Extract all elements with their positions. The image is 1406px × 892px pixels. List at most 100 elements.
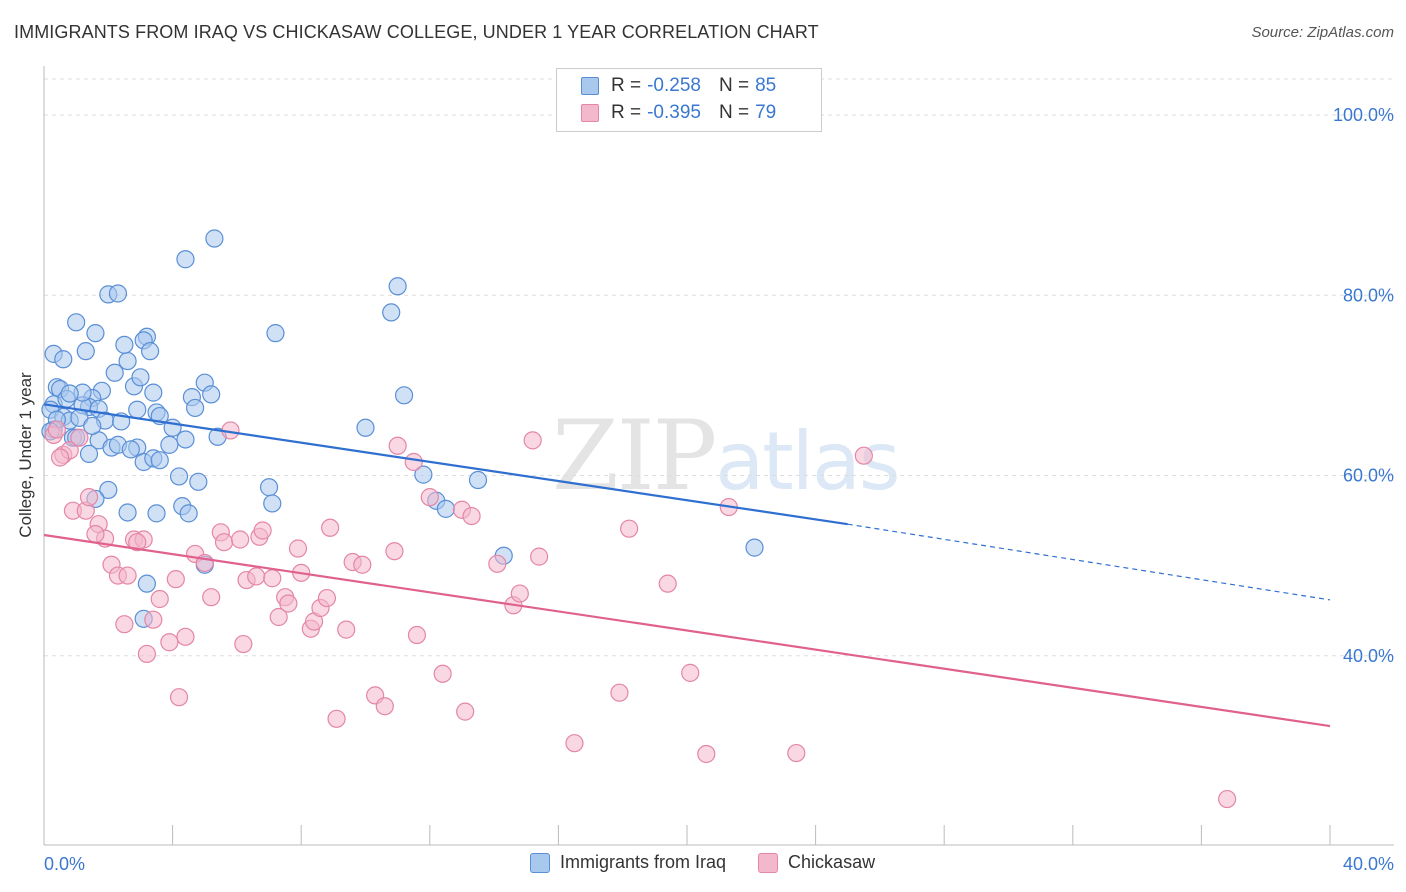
legend-row-chickasaw: R = -0.395 N = 79 — [581, 100, 776, 126]
point-chickasaw — [420, 488, 439, 507]
point-chickasaw — [118, 566, 137, 585]
point-chickasaw — [317, 588, 337, 608]
legend-label-chickasaw: Chickasaw — [788, 852, 876, 872]
point-iraq — [394, 386, 414, 405]
point-chickasaw — [681, 663, 700, 682]
point-iraq — [105, 363, 124, 382]
point-chickasaw — [697, 744, 716, 764]
series-legend: Immigrants from Iraq Chickasaw — [530, 852, 907, 873]
y-tick-label: 40.0% — [1343, 646, 1394, 666]
point-chickasaw — [353, 555, 372, 574]
x-tick-label: 40.0% — [1343, 854, 1394, 874]
point-chickasaw — [50, 448, 70, 467]
point-iraq — [202, 385, 221, 404]
point-iraq — [144, 383, 163, 402]
point-chickasaw — [488, 554, 507, 573]
point-iraq — [121, 440, 140, 459]
y-tick-label: 80.0% — [1343, 285, 1394, 305]
point-chickasaw — [70, 428, 89, 447]
legend-r-value: -0.395 — [647, 102, 701, 123]
point-chickasaw — [321, 518, 340, 537]
point-chickasaw — [231, 530, 250, 549]
point-chickasaw — [214, 533, 234, 552]
point-iraq — [118, 503, 137, 522]
point-iraq — [259, 478, 279, 497]
point-chickasaw — [530, 547, 549, 566]
point-iraq — [67, 313, 86, 332]
point-iraq — [150, 451, 169, 470]
point-chickasaw — [176, 627, 195, 646]
point-iraq — [186, 398, 205, 418]
point-chickasaw — [150, 589, 169, 609]
point-chickasaw — [234, 634, 253, 654]
point-chickasaw — [510, 584, 529, 603]
point-chickasaw — [388, 436, 407, 455]
point-iraq — [356, 418, 375, 437]
point-iraq — [115, 335, 134, 354]
point-iraq — [263, 494, 282, 513]
point-iraq — [60, 384, 79, 403]
legend-r-value: -0.258 — [647, 75, 701, 96]
point-chickasaw — [86, 524, 105, 544]
legend-swatch-chickasaw — [758, 852, 779, 873]
point-chickasaw — [375, 697, 394, 716]
point-chickasaw — [166, 570, 185, 589]
point-chickasaw — [337, 620, 356, 639]
point-iraq — [468, 470, 488, 490]
point-iraq — [745, 538, 764, 557]
point-chickasaw — [279, 594, 298, 613]
point-chickasaw — [620, 519, 639, 538]
trendline-chickasaw — [43, 533, 1331, 728]
point-iraq — [131, 368, 150, 387]
point-chickasaw — [523, 431, 542, 450]
point-iraq — [189, 472, 208, 491]
legend-n-label: N = — [718, 75, 750, 96]
point-iraq — [414, 465, 433, 484]
legend-item-chickasaw[interactable]: Chickasaw — [758, 852, 875, 873]
point-chickasaw — [854, 446, 873, 465]
point-iraq — [140, 342, 160, 361]
point-iraq — [160, 435, 179, 454]
point-chickasaw — [456, 702, 475, 721]
point-iraq — [266, 324, 285, 343]
legend-r-label: R = — [611, 102, 642, 123]
point-iraq — [76, 342, 95, 361]
legend-row-iraq: R = -0.258 N = 85 — [581, 73, 776, 99]
point-iraq — [436, 499, 455, 518]
point-iraq — [99, 480, 118, 500]
x-tick-label: 0.0% — [44, 854, 85, 874]
point-chickasaw — [658, 574, 677, 593]
point-chickasaw — [137, 644, 156, 664]
point-iraq — [128, 400, 147, 419]
point-iraq — [83, 416, 102, 436]
legend-n-label: N = — [718, 102, 750, 123]
source-label: Source: ZipAtlas.com — [1251, 24, 1394, 41]
point-chickasaw — [1218, 789, 1237, 809]
y-tick-label: 60.0% — [1343, 466, 1394, 486]
legend-item-iraq[interactable]: Immigrants from Iraq — [530, 852, 726, 873]
y-tick-label: 100.0% — [1333, 105, 1394, 125]
point-iraq — [169, 467, 189, 486]
point-chickasaw — [263, 569, 282, 588]
point-chickasaw — [327, 709, 346, 728]
point-chickasaw — [433, 664, 452, 683]
chart-title: IMMIGRANTS FROM IRAQ VS CHICKASAW COLLEG… — [14, 22, 819, 42]
point-chickasaw — [462, 506, 481, 526]
legend-swatch-iraq — [581, 77, 599, 95]
point-iraq — [79, 444, 99, 463]
point-chickasaw — [269, 607, 288, 627]
point-iraq — [54, 350, 73, 369]
point-iraq — [176, 430, 195, 449]
point-chickasaw — [128, 533, 147, 552]
legend-label-iraq: Immigrants from Iraq — [560, 852, 727, 872]
point-iraq — [388, 277, 407, 296]
point-chickasaw — [404, 452, 423, 472]
legend-r-label: R = — [611, 75, 642, 96]
point-iraq — [108, 284, 128, 303]
point-chickasaw — [253, 521, 272, 540]
point-chickasaw — [385, 542, 404, 561]
point-iraq — [118, 351, 137, 371]
point-chickasaw — [169, 688, 189, 707]
point-chickasaw — [115, 615, 134, 634]
